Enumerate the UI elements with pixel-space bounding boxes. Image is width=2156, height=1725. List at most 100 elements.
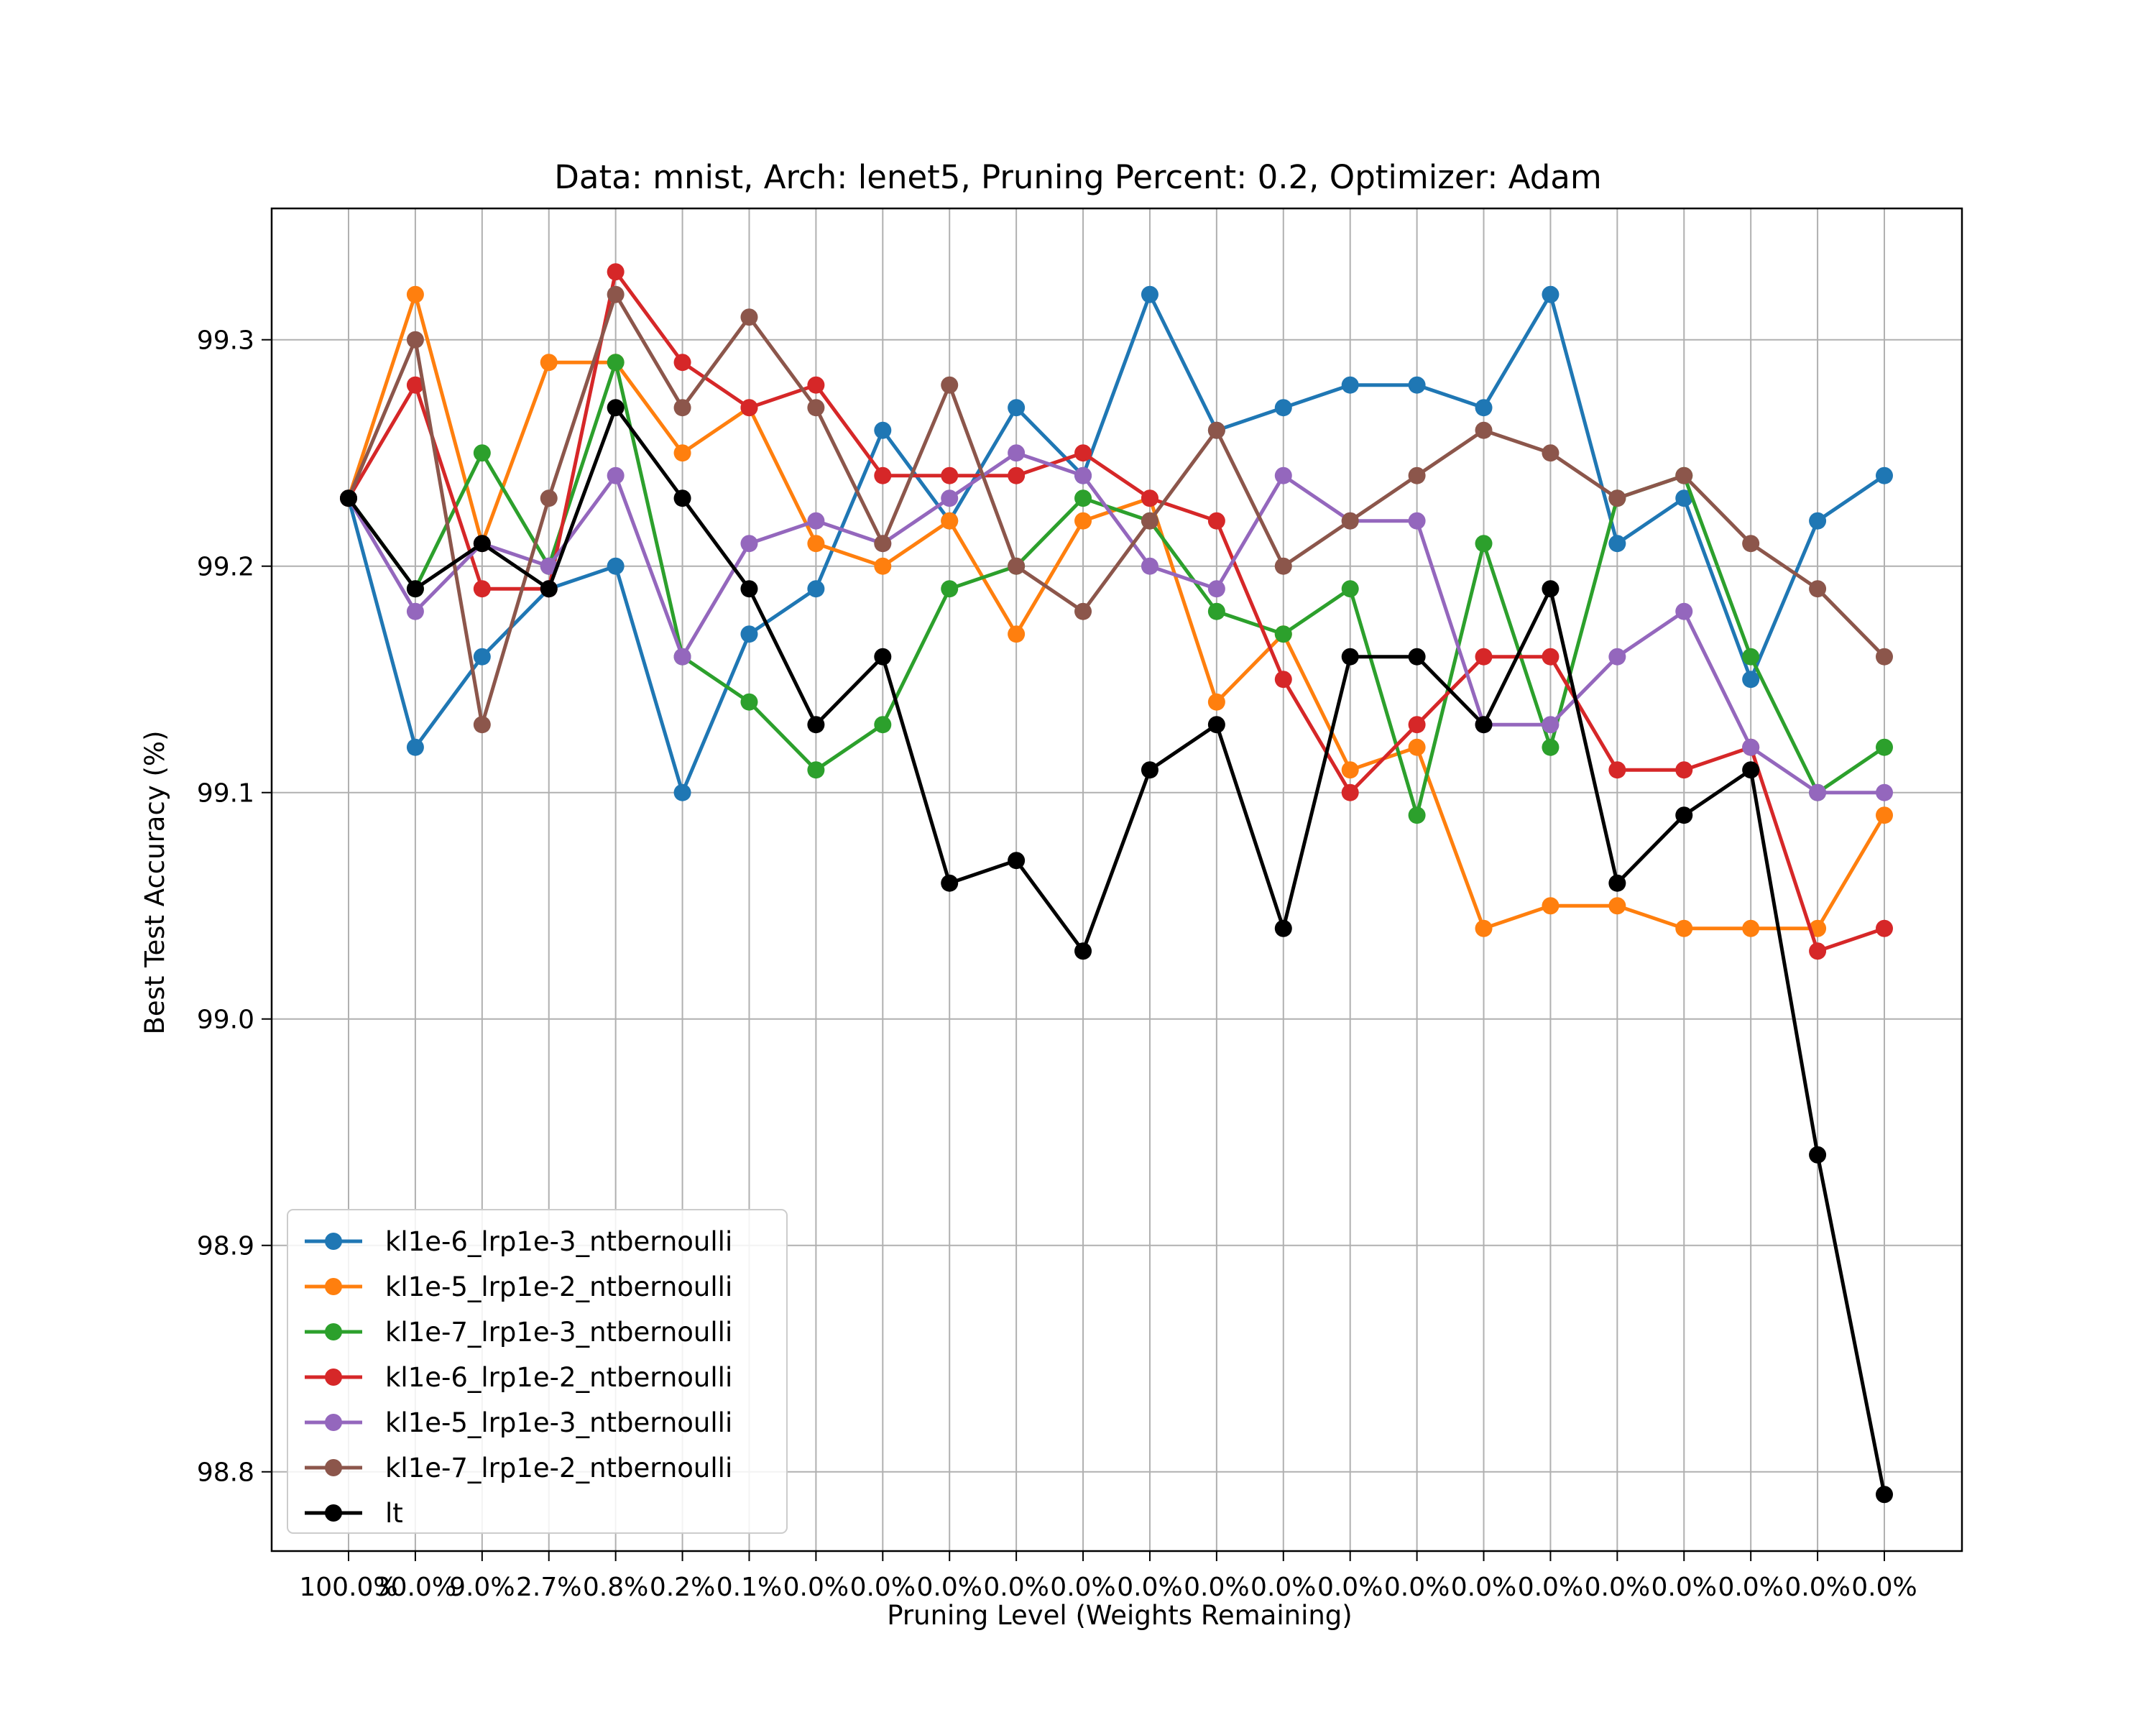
data-point	[874, 648, 892, 666]
x-tick-label: 0.1%	[717, 1573, 782, 1602]
data-point	[740, 308, 758, 326]
data-point	[874, 466, 892, 484]
data-point	[540, 489, 558, 507]
data-point	[1809, 580, 1827, 598]
data-point	[406, 285, 424, 303]
x-tick-label: 0.0%	[783, 1573, 849, 1602]
data-point	[1341, 376, 1359, 394]
legend-item: kl1e-5_lrp1e-2_ntbernoulli	[305, 1271, 732, 1302]
data-point	[1542, 285, 1560, 303]
data-point	[673, 783, 691, 801]
data-point	[1542, 897, 1560, 915]
x-tick-label: 9.0%	[449, 1573, 515, 1602]
legend-item: kl1e-7_lrp1e-2_ntbernoulli	[305, 1453, 732, 1484]
y-axis-label: Best Test Accuracy (%)	[139, 730, 170, 1034]
data-point	[1408, 738, 1426, 756]
data-point	[1341, 580, 1359, 598]
data-point	[1742, 648, 1760, 666]
legend-swatch-marker	[325, 1233, 342, 1250]
x-tick-label: 0.2%	[650, 1573, 715, 1602]
series-lt	[340, 399, 1893, 1504]
legend-item: kl1e-6_lrp1e-2_ntbernoulli	[305, 1362, 732, 1393]
legend-label: kl1e-7_lrp1e-3_ntbernoulli	[385, 1317, 732, 1348]
data-point	[473, 580, 491, 598]
data-point	[1341, 512, 1359, 530]
legend: kl1e-6_lrp1e-3_ntbernoulli kl1e-5_lrp1e-2…	[287, 1209, 788, 1534]
legend-label: kl1e-6_lrp1e-2_ntbernoulli	[385, 1362, 732, 1393]
x-tick-label: 0.0%	[1050, 1573, 1115, 1602]
data-point	[1207, 602, 1225, 620]
data-point	[1207, 421, 1225, 439]
data-point	[1809, 512, 1827, 530]
series-kl1e-7_lrp1e-2_ntbernoulli	[340, 285, 1893, 734]
data-point	[1408, 376, 1426, 394]
data-point	[406, 376, 424, 394]
legend-label: kl1e-7_lrp1e-2_ntbernoulli	[385, 1453, 732, 1484]
x-tick-label: 0.0%	[1518, 1573, 1583, 1602]
data-point	[473, 716, 491, 734]
data-point	[1675, 602, 1693, 620]
y-tick-label: 98.8	[197, 1458, 254, 1488]
x-tick-label: 0.0%	[916, 1573, 982, 1602]
data-point	[1008, 444, 1026, 462]
data-point	[1274, 625, 1292, 643]
data-point	[1141, 489, 1158, 507]
data-point	[1608, 489, 1626, 507]
legend-item: kl1e-5_lrp1e-3_ntbernoulli	[305, 1407, 732, 1438]
data-point	[1742, 761, 1760, 779]
x-tick-label: 0.0%	[1451, 1573, 1516, 1602]
data-point	[1408, 716, 1426, 734]
data-point	[607, 285, 625, 303]
data-point	[1074, 942, 1092, 960]
data-point	[1274, 466, 1292, 484]
data-point	[941, 489, 959, 507]
legend-item: lt	[305, 1498, 403, 1529]
data-point	[740, 625, 758, 643]
data-point	[1475, 535, 1493, 553]
x-tick-label: 0.0%	[1317, 1573, 1383, 1602]
data-point	[1141, 285, 1158, 303]
series-line	[346, 405, 1886, 1495]
data-point	[1008, 399, 1026, 417]
x-tick-label: 0.0%	[1651, 1573, 1717, 1602]
x-tick-label: 0.0%	[850, 1573, 916, 1602]
data-point	[1475, 648, 1493, 666]
data-point	[473, 535, 491, 553]
x-tick-label: 2.7%	[516, 1573, 581, 1602]
data-point	[807, 512, 825, 530]
data-point	[941, 874, 959, 892]
data-point	[1207, 716, 1225, 734]
data-point	[1274, 399, 1292, 417]
data-point	[1742, 919, 1760, 937]
data-point	[1876, 919, 1893, 937]
legend-box	[287, 1209, 788, 1534]
data-point	[1408, 466, 1426, 484]
x-tick-label: 0.8%	[583, 1573, 648, 1602]
data-point	[807, 399, 825, 417]
data-point	[540, 580, 558, 598]
data-point	[1141, 512, 1158, 530]
data-point	[1074, 489, 1092, 507]
data-point	[1742, 738, 1760, 756]
series-line	[346, 451, 1884, 795]
data-point	[607, 466, 625, 484]
data-point	[607, 399, 625, 417]
data-point	[1876, 1486, 1893, 1504]
data-point	[941, 376, 959, 394]
data-point	[607, 354, 625, 372]
data-point	[1876, 466, 1893, 484]
data-point	[740, 535, 758, 553]
legend-item: kl1e-7_lrp1e-3_ntbernoulli	[305, 1317, 732, 1348]
data-point	[473, 648, 491, 666]
data-point	[1608, 535, 1626, 553]
data-point	[874, 557, 892, 575]
axis-ticks: 100.0%30.0%9.0% 2.7% 0.8% 0.2% 0.1% 0.0% 0.0% 0…	[197, 326, 1917, 1602]
data-point	[1274, 919, 1292, 937]
data-point	[1675, 489, 1693, 507]
data-point	[1008, 852, 1026, 870]
legend-swatch-marker	[325, 1278, 342, 1295]
data-point	[1809, 1146, 1827, 1164]
data-point	[1608, 648, 1626, 666]
data-point	[1542, 648, 1560, 666]
